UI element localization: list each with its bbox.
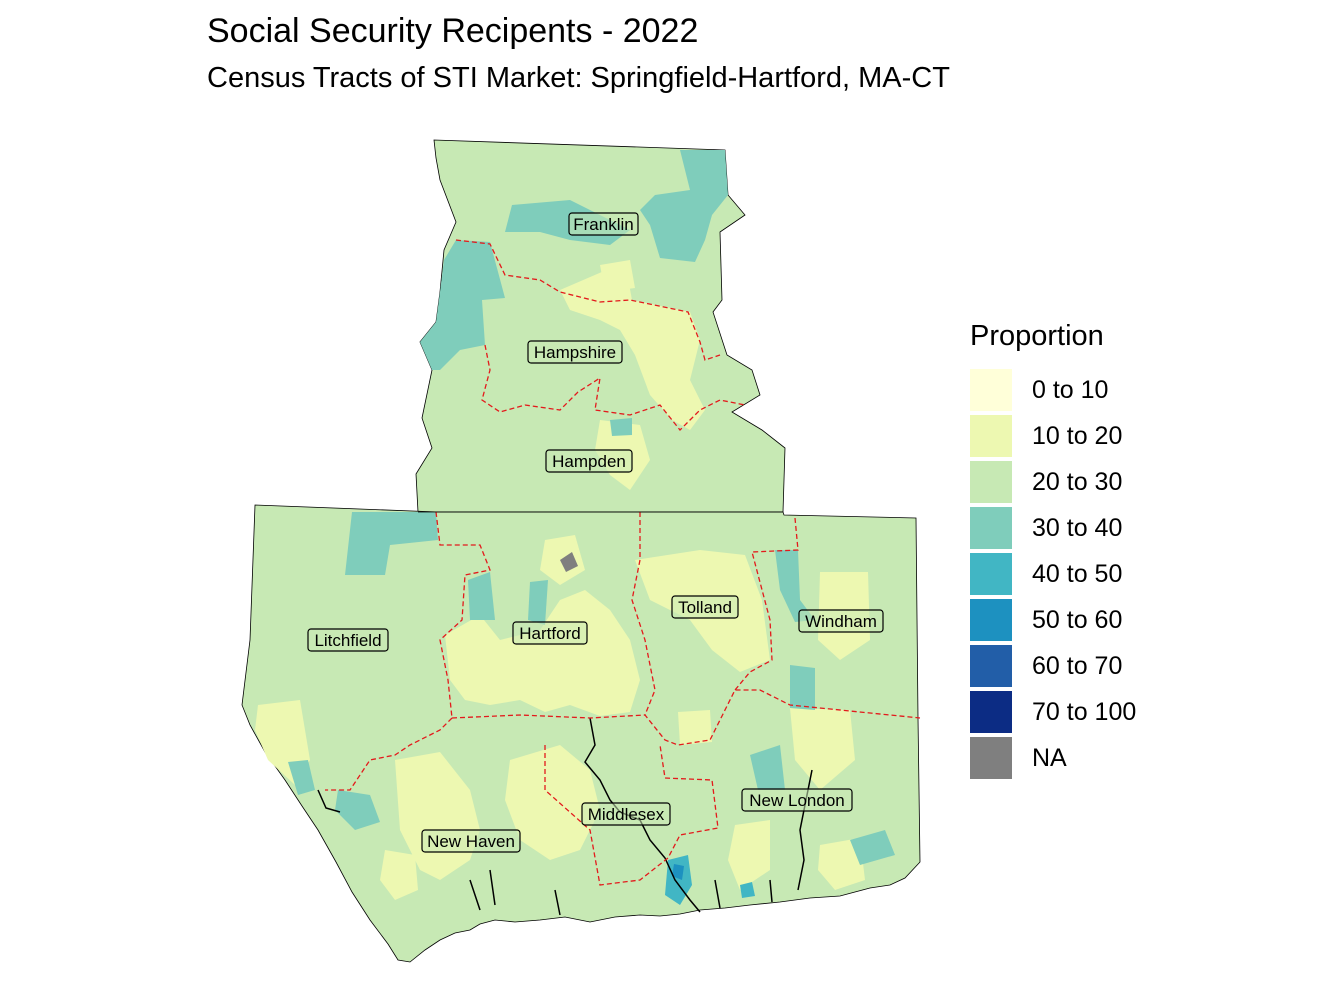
tracts-30-40 xyxy=(288,150,895,865)
county-name: Hampden xyxy=(552,452,626,471)
legend-label: 10 to 20 xyxy=(1032,421,1123,450)
tract-patch xyxy=(640,352,676,400)
chart-subtitle: Census Tracts of STI Market: Springfield… xyxy=(207,62,950,94)
legend-swatch xyxy=(970,415,1012,457)
legend-item: 30 to 40 xyxy=(970,505,1136,551)
legend-swatch xyxy=(970,691,1012,733)
tract-patch xyxy=(380,850,418,900)
county-label-tolland: Tolland xyxy=(671,595,739,619)
rivers xyxy=(317,717,813,916)
label-box xyxy=(568,212,639,236)
legend-swatch xyxy=(970,599,1012,641)
hartford-south-border xyxy=(451,689,921,746)
legend-swatch xyxy=(970,553,1012,595)
hartford-tolland-border xyxy=(631,512,656,716)
tract-patch xyxy=(468,572,495,620)
legend-swatch xyxy=(970,507,1012,549)
county-label-new-haven: New Haven xyxy=(421,829,521,853)
tract-patch xyxy=(790,665,815,710)
legend-item: NA xyxy=(970,735,1136,781)
county-label-windham: Windham xyxy=(798,609,884,633)
tract-patch xyxy=(600,260,635,292)
chart-title: Social Security Recipents - 2022 xyxy=(207,12,699,50)
county-label-hartford: Hartford xyxy=(512,621,588,645)
legend-item: 50 to 60 xyxy=(970,597,1136,643)
legend-title: Proportion xyxy=(970,320,1104,352)
county-name: Litchfield xyxy=(314,631,381,650)
label-box xyxy=(741,788,853,812)
legend-item: 0 to 10 xyxy=(970,367,1136,413)
tolland-windham-border xyxy=(734,517,799,691)
hartford-litchfield-border xyxy=(435,511,491,719)
tract-patch xyxy=(728,820,770,890)
legend-item: 70 to 100 xyxy=(970,689,1136,735)
legend-item: 60 to 70 xyxy=(970,643,1136,689)
legend-swatch xyxy=(970,461,1012,503)
label-box xyxy=(545,449,633,473)
tract-patch xyxy=(750,745,785,790)
legend-item: 20 to 30 xyxy=(970,459,1136,505)
tract-patch xyxy=(850,830,895,865)
label-box xyxy=(512,621,588,645)
legend-swatch xyxy=(970,645,1012,687)
legend-label: 30 to 40 xyxy=(1032,513,1123,542)
new-haven-border xyxy=(325,717,453,791)
tract-patch xyxy=(528,580,548,625)
legend: Proportion 0 to 10 10 to 20 20 to 30 30 … xyxy=(970,320,1136,781)
tract-patch xyxy=(345,512,438,575)
tract-patch xyxy=(335,790,380,830)
county-name: Hampshire xyxy=(534,343,616,362)
county-label-litchfield: Litchfield xyxy=(307,628,389,652)
county-name: New Haven xyxy=(427,832,515,851)
county-label-franklin: Franklin xyxy=(568,212,639,236)
county-label-hampden: Hampden xyxy=(545,449,633,473)
county-name: Windham xyxy=(805,612,877,631)
label-box xyxy=(671,595,739,619)
coastal-inlets xyxy=(317,789,773,916)
legend-swatch xyxy=(970,369,1012,411)
county-name: Franklin xyxy=(573,215,633,234)
legend-label: 50 to 60 xyxy=(1032,605,1123,634)
county-name: Middlesex xyxy=(588,805,665,824)
legend-label: 70 to 100 xyxy=(1032,697,1137,726)
tract-patch xyxy=(775,550,815,622)
county-name: Tolland xyxy=(678,598,732,617)
legend-swatch xyxy=(970,737,1012,779)
tract-patch xyxy=(445,590,640,716)
label-box xyxy=(307,628,389,652)
tract-patch xyxy=(678,710,712,745)
county-label-new-london: New London xyxy=(741,788,853,812)
county-labels: Franklin Hampshire Hampden Litchfield Ha… xyxy=(307,212,884,853)
legend-item: 40 to 50 xyxy=(970,551,1136,597)
tract-patch xyxy=(672,864,684,880)
legend-label: 0 to 10 xyxy=(1032,375,1109,404)
tract-patch xyxy=(818,838,865,890)
legend-item: 10 to 20 xyxy=(970,413,1136,459)
label-box xyxy=(421,829,521,853)
franklin-hampshire-border xyxy=(455,239,721,361)
legend-label: NA xyxy=(1032,743,1067,772)
tract-patch xyxy=(740,882,755,898)
legend-label: 20 to 30 xyxy=(1032,467,1123,496)
county-borders xyxy=(325,239,921,886)
county-label-middlesex: Middlesex xyxy=(581,802,671,826)
tract-patch xyxy=(420,240,505,370)
county-label-hampshire: Hampshire xyxy=(527,340,623,364)
label-box xyxy=(527,340,623,364)
tract-patch xyxy=(288,760,315,795)
tract-patch xyxy=(640,150,728,262)
label-box xyxy=(798,609,884,633)
na-tract xyxy=(560,552,578,572)
county-name: Hartford xyxy=(519,624,580,643)
tract-patch xyxy=(790,708,855,790)
legend-label: 40 to 50 xyxy=(1032,559,1123,588)
label-box xyxy=(581,802,671,826)
tract-patch xyxy=(610,418,632,436)
legend-label: 60 to 70 xyxy=(1032,651,1123,680)
tract-patch xyxy=(505,745,600,860)
county-name: New London xyxy=(749,791,844,810)
